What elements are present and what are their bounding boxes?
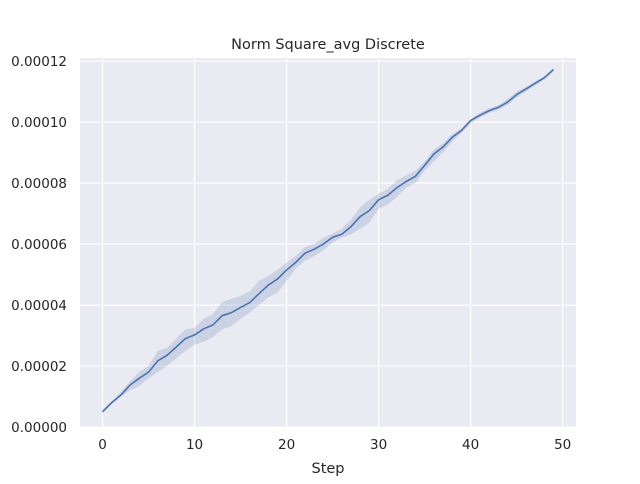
y-tick-label: 0.00006 [11,237,67,253]
x-tick-label: 50 [554,437,571,453]
series-line-layer [101,68,554,413]
y-tick-label: 0.00008 [11,176,67,192]
x-tick-label: 10 [186,437,203,453]
series-line [101,68,554,413]
x-tick-labels: 0 10 20 30 40 50 [98,437,571,453]
y-tick-label: 0.00000 [11,420,67,436]
x-tick-label: 20 [278,437,295,453]
y-tick-label: 0.00010 [11,115,67,131]
y-tick-label: 0.00002 [11,359,67,375]
x-tick-label: 40 [462,437,479,453]
x-tick-label: 30 [370,437,387,453]
y-tick-labels: 0.00000 0.00002 0.00004 0.00006 0.00008 0.000… [11,54,67,436]
y-tick-label: 0.00004 [11,298,67,314]
y-tick-label: 0.00012 [11,54,67,70]
x-axis-label: Step [311,461,344,477]
grid [80,58,576,428]
x-tick-label: 0 [98,437,107,453]
chart-title: Norm Square_avg Discrete [231,37,425,53]
